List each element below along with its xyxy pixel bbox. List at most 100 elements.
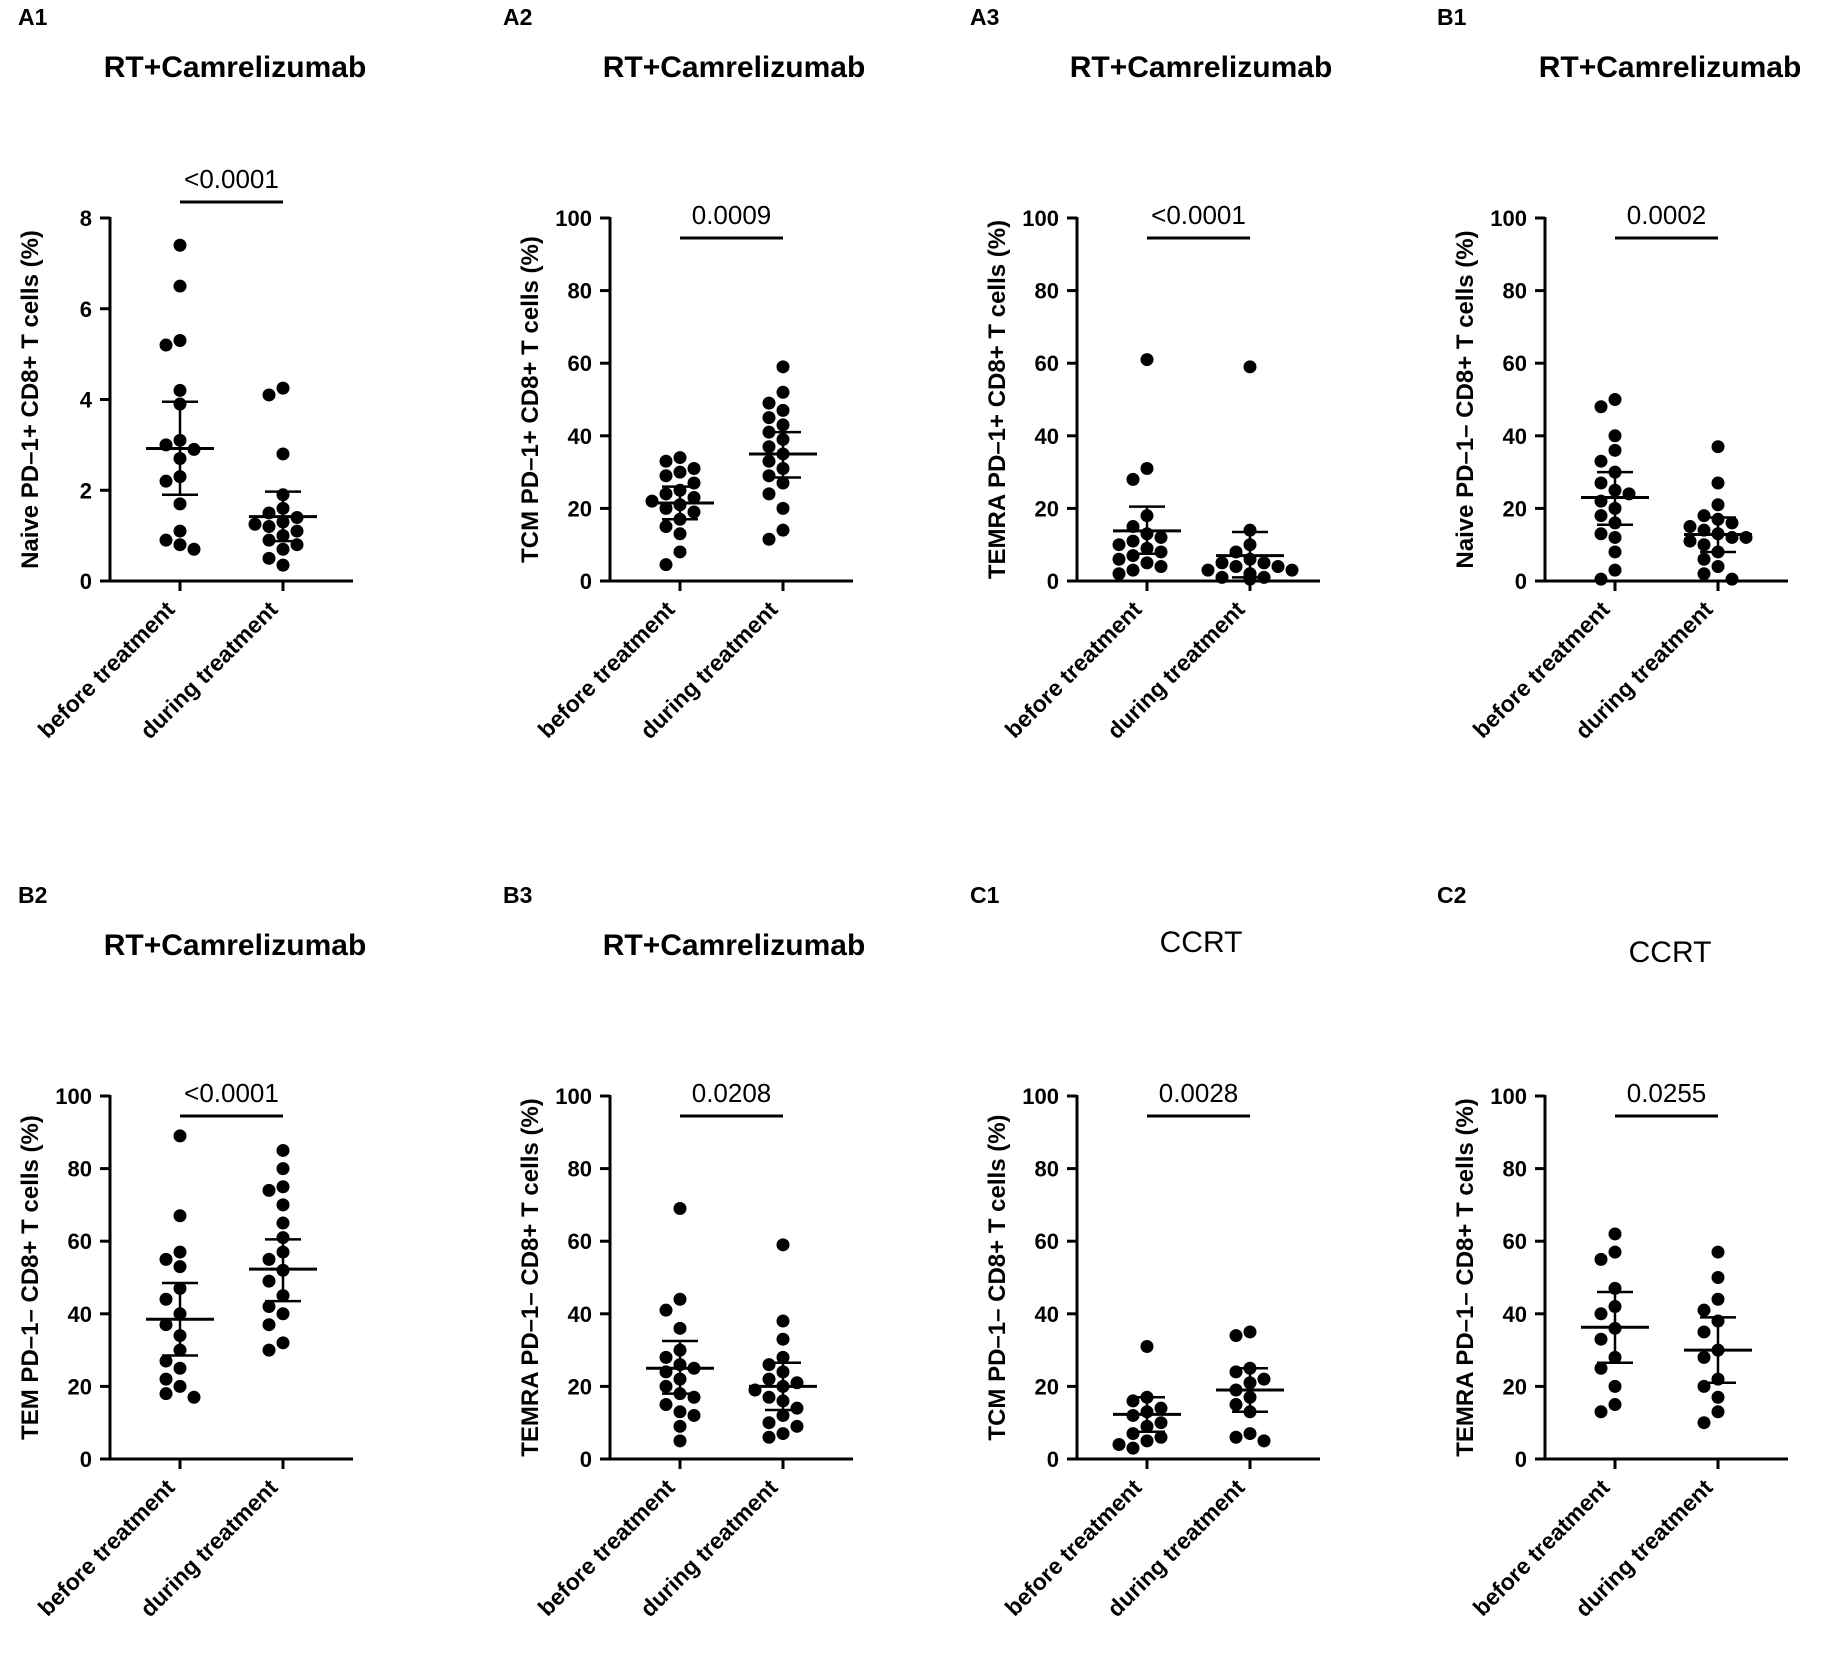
panel-letter: C2	[1437, 882, 1466, 908]
data-point	[687, 461, 701, 475]
y-tick-label: 0	[580, 569, 592, 594]
data-point	[262, 1343, 276, 1357]
data-point	[776, 385, 790, 399]
data-point	[1608, 1379, 1622, 1393]
data-point	[1608, 1245, 1622, 1259]
p-value: 0.0255	[1627, 1078, 1707, 1108]
y-axis-label: TEMRA PD–1– CD8+ T cells (%)	[1452, 1098, 1479, 1457]
data-point	[159, 1252, 173, 1266]
data-point	[762, 1390, 776, 1404]
data-point	[1711, 476, 1725, 490]
y-tick-label: 80	[568, 279, 592, 304]
data-point	[1140, 1434, 1154, 1448]
data-point	[1126, 563, 1140, 577]
data-point	[1257, 556, 1271, 570]
y-tick-label: 0	[80, 569, 92, 594]
data-point	[1257, 1434, 1271, 1448]
data-point	[1711, 498, 1725, 512]
data-point	[1126, 1441, 1140, 1455]
data-point	[276, 1307, 290, 1321]
data-point	[248, 517, 262, 531]
y-tick-label: 60	[1503, 351, 1527, 376]
data-point	[762, 1372, 776, 1386]
data-point	[1112, 538, 1126, 552]
data-point	[276, 447, 290, 461]
data-point	[1126, 534, 1140, 548]
data-point	[1229, 1329, 1243, 1343]
y-tick-label: 0	[580, 1447, 592, 1472]
data-point	[173, 538, 187, 552]
data-point	[1697, 1350, 1711, 1364]
data-point	[1608, 429, 1622, 443]
data-point	[1594, 400, 1608, 414]
data-point	[262, 551, 276, 565]
series-before	[1112, 1339, 1181, 1455]
data-point	[1243, 360, 1257, 374]
data-point	[673, 1292, 687, 1306]
data-point	[276, 1143, 290, 1157]
data-point	[159, 533, 173, 547]
series-during	[749, 360, 817, 546]
panel-title: RT+Camrelizumab	[603, 51, 866, 84]
y-tick-label: 80	[1035, 1157, 1059, 1182]
data-point	[1229, 1430, 1243, 1444]
data-point	[1154, 530, 1168, 544]
y-axis-label: TCM PD–1+ CD8+ T cells (%)	[517, 236, 544, 563]
data-point	[762, 532, 776, 546]
data-point	[1711, 559, 1725, 573]
data-point	[1594, 1405, 1608, 1419]
data-point	[1140, 353, 1154, 367]
data-point	[276, 542, 290, 556]
data-point	[776, 418, 790, 432]
data-point	[276, 1162, 290, 1176]
series-before	[646, 1202, 714, 1448]
data-point	[1697, 538, 1711, 552]
panel-title: RT+Camrelizumab	[1070, 51, 1333, 84]
data-point	[673, 545, 687, 559]
panel-a3: A3 RT+Camrelizumab 0 20 40 60 80 100 TEMRA PD–1+…	[970, 4, 1332, 744]
y-tick-label: 100	[1490, 206, 1527, 231]
y-tick-label: 6	[80, 297, 92, 322]
y-axis-label: Naive PD–1+ CD8+ T cells (%)	[17, 230, 44, 569]
y-tick-label: 60	[1035, 351, 1059, 376]
data-point	[262, 1252, 276, 1266]
data-point	[173, 334, 187, 348]
data-point	[776, 1238, 790, 1252]
data-point	[173, 238, 187, 252]
y-tick-label: 60	[1035, 1229, 1059, 1254]
y-tick-label: 20	[1503, 496, 1527, 521]
data-point	[776, 360, 790, 374]
data-point	[1285, 563, 1299, 577]
data-point	[659, 1398, 673, 1412]
p-value: <0.0001	[184, 164, 279, 194]
data-point	[659, 487, 673, 501]
data-point	[776, 1427, 790, 1441]
data-point	[687, 505, 701, 519]
data-point	[645, 494, 659, 508]
panel-letter: A1	[18, 4, 48, 30]
y-tick-label: 0	[1047, 1447, 1059, 1472]
panel-title: CCRT	[1629, 936, 1712, 969]
data-point	[262, 1318, 276, 1332]
data-point	[173, 383, 187, 397]
data-point	[173, 1361, 187, 1375]
data-point	[1140, 1339, 1154, 1353]
y-tick-label: 40	[568, 424, 592, 449]
data-point	[1229, 1398, 1243, 1412]
data-point	[1257, 1372, 1271, 1386]
y-tick-label: 20	[1035, 496, 1059, 521]
series-before	[146, 1129, 214, 1404]
p-value: 0.0002	[1627, 200, 1707, 230]
data-point	[276, 1231, 290, 1245]
data-point	[1697, 509, 1711, 523]
data-point	[790, 1401, 804, 1415]
p-value: 0.0009	[692, 200, 772, 230]
data-point	[1594, 509, 1608, 523]
data-point	[187, 542, 201, 556]
y-tick-label: 100	[1022, 1084, 1059, 1109]
y-tick-label: 40	[568, 1302, 592, 1327]
data-point	[1697, 1303, 1711, 1317]
data-point	[1594, 476, 1608, 490]
